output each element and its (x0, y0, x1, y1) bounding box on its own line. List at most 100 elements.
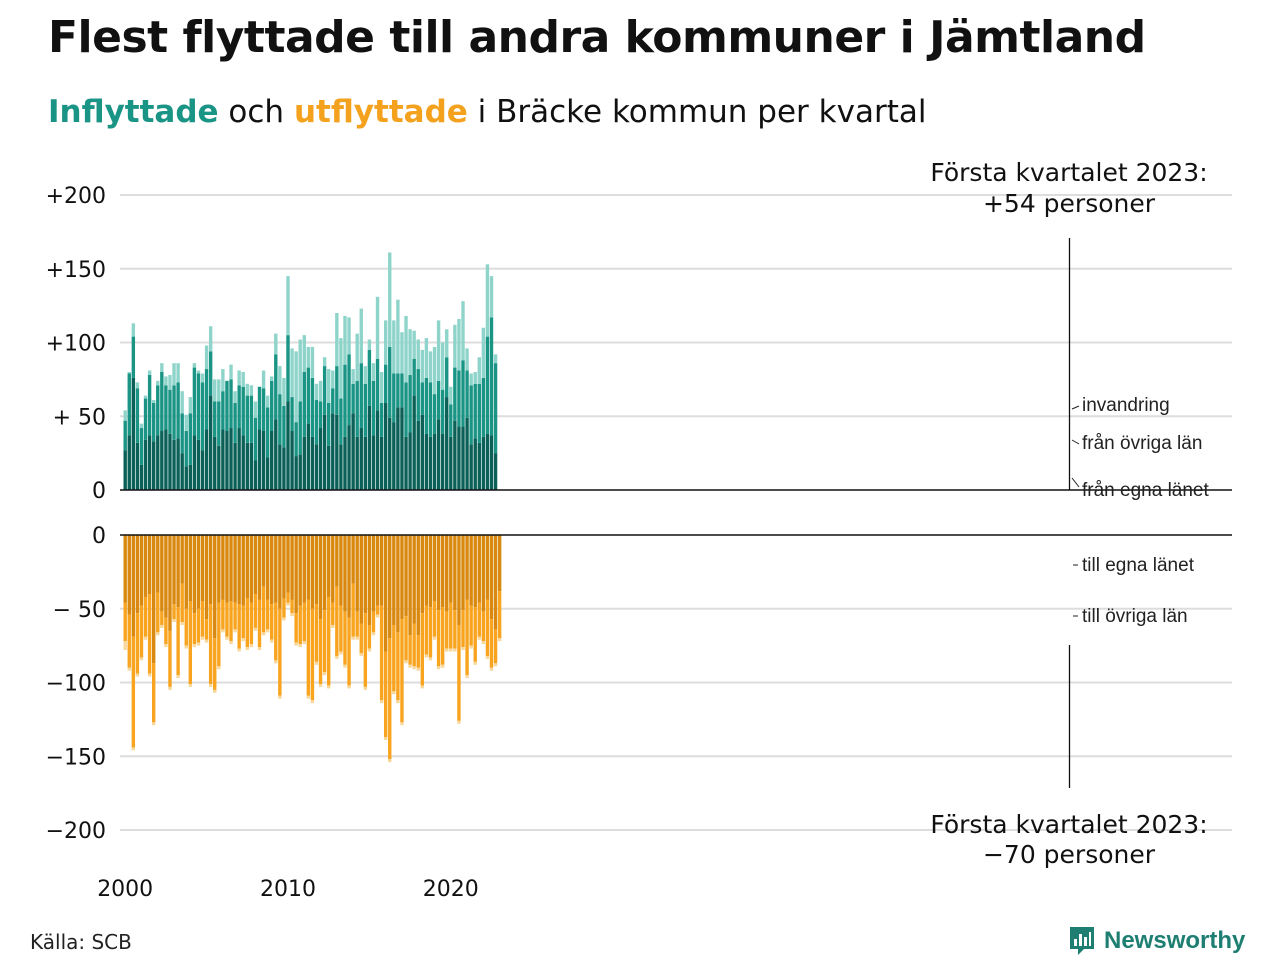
bar-in-0 (339, 444, 343, 490)
bar-in-1 (327, 402, 331, 446)
bar-in-0 (485, 433, 490, 490)
bar-in-2 (131, 323, 136, 337)
bar-out-0 (400, 535, 404, 620)
bar-out-2 (322, 672, 327, 676)
bar-in-2 (343, 315, 347, 365)
annotation-bottom-line1: Första kvartalet 2023: (930, 810, 1207, 839)
bar-in-1 (131, 336, 136, 378)
bar-in-2 (363, 366, 368, 384)
bar-out-2 (318, 683, 323, 687)
bar-in-0 (192, 435, 197, 490)
segment-label-out: till egna länet (1082, 555, 1195, 576)
bar-out-2 (135, 673, 140, 677)
bar-out-1 (379, 605, 384, 701)
bar-out-1 (196, 608, 201, 643)
bar-in-2 (477, 357, 481, 384)
bar-out-2 (392, 691, 396, 695)
bar-out-1 (233, 602, 237, 630)
bar-in-2 (359, 308, 363, 364)
bar-out-1 (339, 605, 343, 652)
bar-in-0 (196, 439, 201, 490)
source-note: Källa: SCB (30, 930, 132, 954)
bar-out-2 (343, 664, 347, 668)
bar-out-0 (359, 535, 363, 624)
bar-out-0 (314, 535, 319, 605)
bar-in-0 (233, 442, 237, 490)
bar-in-0 (440, 433, 445, 490)
bar-out-1 (461, 610, 465, 648)
bar-out-1 (123, 602, 127, 642)
bar-out-1 (294, 613, 298, 643)
subtitle-och: och (218, 94, 294, 130)
bar-in-0 (184, 466, 188, 490)
bar-in-1 (440, 389, 445, 434)
bar-in-0 (481, 436, 486, 490)
bar-in-1 (123, 420, 127, 451)
bar-out-1 (204, 619, 209, 640)
bar-in-2 (318, 380, 323, 402)
bar-in-1 (151, 402, 156, 442)
bar-in-0 (436, 419, 441, 490)
bar-in-1 (339, 398, 343, 445)
bar-out-1 (131, 636, 136, 748)
bar-in-2 (331, 370, 335, 389)
segment-label-in: invandring (1082, 395, 1170, 416)
bar-out-2 (404, 660, 408, 664)
bar-out-1 (335, 586, 339, 656)
bar-out-1 (473, 607, 477, 662)
bar-in-1 (473, 383, 477, 439)
bar-in-0 (428, 436, 433, 490)
y-tick-label: −150 (46, 745, 106, 770)
bar-out-2 (400, 722, 404, 726)
bar-in-0 (123, 450, 127, 490)
brand-name: Newsworthy (1104, 927, 1246, 954)
bar-in-0 (477, 442, 481, 490)
bar-in-2 (420, 349, 425, 383)
bar-in-2 (233, 391, 237, 403)
bar-out-2 (469, 645, 473, 649)
bar-in-1 (367, 349, 372, 406)
y-tick-label: −200 (46, 819, 106, 844)
bar-out-0 (485, 535, 490, 600)
bar-out-2 (449, 648, 453, 652)
bar-in-0 (237, 428, 241, 490)
bar-out-0 (131, 535, 136, 637)
bar-out-2 (249, 644, 254, 648)
bar-out-2 (420, 685, 425, 689)
bar-out-1 (156, 592, 160, 633)
bar-in-2 (314, 383, 319, 401)
bar-in-0 (375, 410, 380, 490)
bar-out-2 (156, 632, 160, 636)
bar-out-2 (432, 636, 437, 640)
bar-out-1 (351, 583, 355, 637)
bar-in-2 (445, 329, 449, 358)
bar-in-0 (290, 431, 294, 490)
bar-in-2 (436, 320, 441, 381)
bar-out-0 (449, 535, 453, 603)
bar-in-0 (249, 442, 254, 490)
bar-out-1 (245, 598, 249, 648)
bar-in-0 (160, 431, 164, 490)
bar-in-1 (436, 380, 441, 420)
bar-in-1 (188, 413, 193, 465)
bar-in-0 (200, 450, 205, 490)
bar-in-1 (168, 389, 172, 434)
bar-in-1 (420, 382, 425, 415)
bar-out-0 (363, 535, 368, 614)
bar-out-1 (151, 663, 156, 723)
bar-out-1 (200, 601, 205, 637)
bar-out-1 (457, 624, 461, 721)
bar-in-0 (331, 413, 335, 490)
bar-in-0 (359, 428, 363, 490)
bar-in-2 (217, 379, 221, 402)
bar-in-1 (233, 402, 237, 443)
bar-in-1 (400, 373, 404, 408)
bar-out-1 (489, 619, 494, 668)
bar-out-0 (213, 535, 217, 639)
bar-out-1 (221, 599, 225, 630)
bar-out-2 (408, 664, 412, 668)
bar-in-1 (310, 377, 315, 437)
bar-in-2 (424, 338, 429, 378)
bar-in-1 (489, 317, 494, 436)
bar-in-2 (278, 366, 282, 395)
